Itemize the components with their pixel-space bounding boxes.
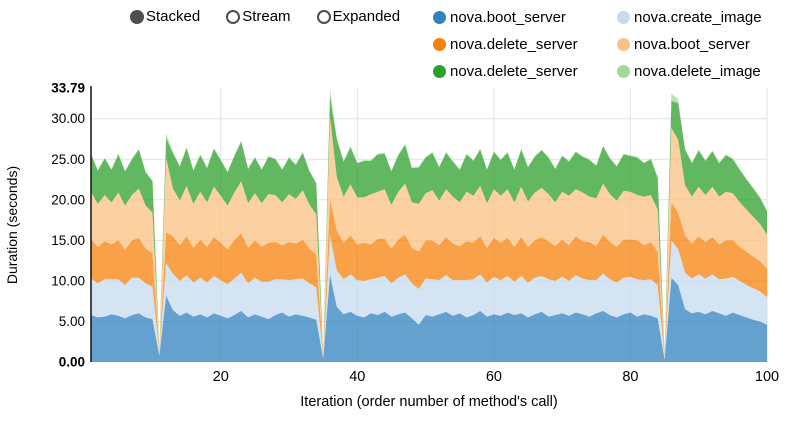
radio-stream[interactable]: Stream	[226, 8, 291, 25]
radio-expanded[interactable]: Expanded	[316, 8, 401, 25]
x-tick-label: 20	[213, 369, 229, 385]
radio-unselected-icon[interactable]	[316, 9, 331, 24]
x-tick-label: 100	[755, 369, 779, 385]
legend-color-dot	[433, 37, 446, 51]
y-tick-label: 15.00	[51, 233, 85, 248]
x-tick-label: 80	[622, 369, 638, 385]
y-tick-label: 10.00	[51, 273, 85, 288]
legend-label: nova.create_image	[634, 8, 762, 26]
legend-color-dot	[617, 10, 630, 24]
area-series-3-nova-boot-server[interactable]	[91, 116, 767, 357]
radio-label: Stream	[242, 8, 291, 25]
radio-stacked[interactable]: Stacked	[130, 8, 200, 25]
legend-label: nova.delete_server	[450, 35, 578, 53]
legend-label: nova.boot_server	[450, 8, 566, 26]
area-series-2-nova-delete-server[interactable]	[91, 199, 767, 358]
y-tick-label: 25.00	[51, 152, 85, 167]
legend-item-nova-create-image[interactable]: nova.create_image	[617, 6, 762, 28]
legend-color-dot	[433, 10, 446, 24]
radio-label: Expanded	[332, 8, 401, 25]
legend-item-nova-delete-server[interactable]: nova.delete_server	[433, 60, 617, 82]
radio-unselected-icon[interactable]	[226, 9, 241, 24]
y-tick-label: 20.00	[51, 192, 85, 207]
x-tick-label: 60	[486, 369, 502, 385]
x-tick-label: 40	[349, 369, 365, 385]
legend-color-dot	[433, 64, 446, 78]
y-axis-title: Duration (seconds)	[4, 166, 20, 284]
y-tick-label: 30.00	[51, 111, 85, 126]
area-series-0-nova-boot-server[interactable]	[91, 274, 767, 362]
y-tick-label: 5.00	[59, 314, 85, 329]
legend-item-nova-delete-image[interactable]: nova.delete_image	[617, 60, 762, 82]
legend-label: nova.boot_server	[634, 35, 750, 53]
chart-style-controls: Stacked Stream Expanded	[130, 8, 400, 25]
legend-item-nova-boot-server[interactable]: nova.boot_server	[617, 33, 762, 55]
x-axis-title: Iteration (order number of method's call…	[300, 394, 557, 410]
y-tick-label: 33.79	[51, 81, 85, 96]
radio-label: Stacked	[146, 8, 201, 25]
legend-label: nova.delete_server	[450, 62, 578, 80]
legend-color-dot	[617, 37, 630, 51]
chart-legend: nova.boot_server nova.create_image nova.de…	[433, 6, 762, 82]
legend-label: nova.delete_image	[634, 62, 761, 80]
area-series-1-nova-create-image[interactable]	[91, 235, 767, 360]
legend-item-nova-boot-server[interactable]: nova.boot_server	[433, 6, 617, 28]
legend-item-nova-delete-server[interactable]: nova.delete_server	[433, 33, 617, 55]
y-tick-label: 0.00	[59, 355, 85, 370]
radio-selected-icon[interactable]	[130, 9, 144, 24]
legend-color-dot	[617, 64, 630, 78]
